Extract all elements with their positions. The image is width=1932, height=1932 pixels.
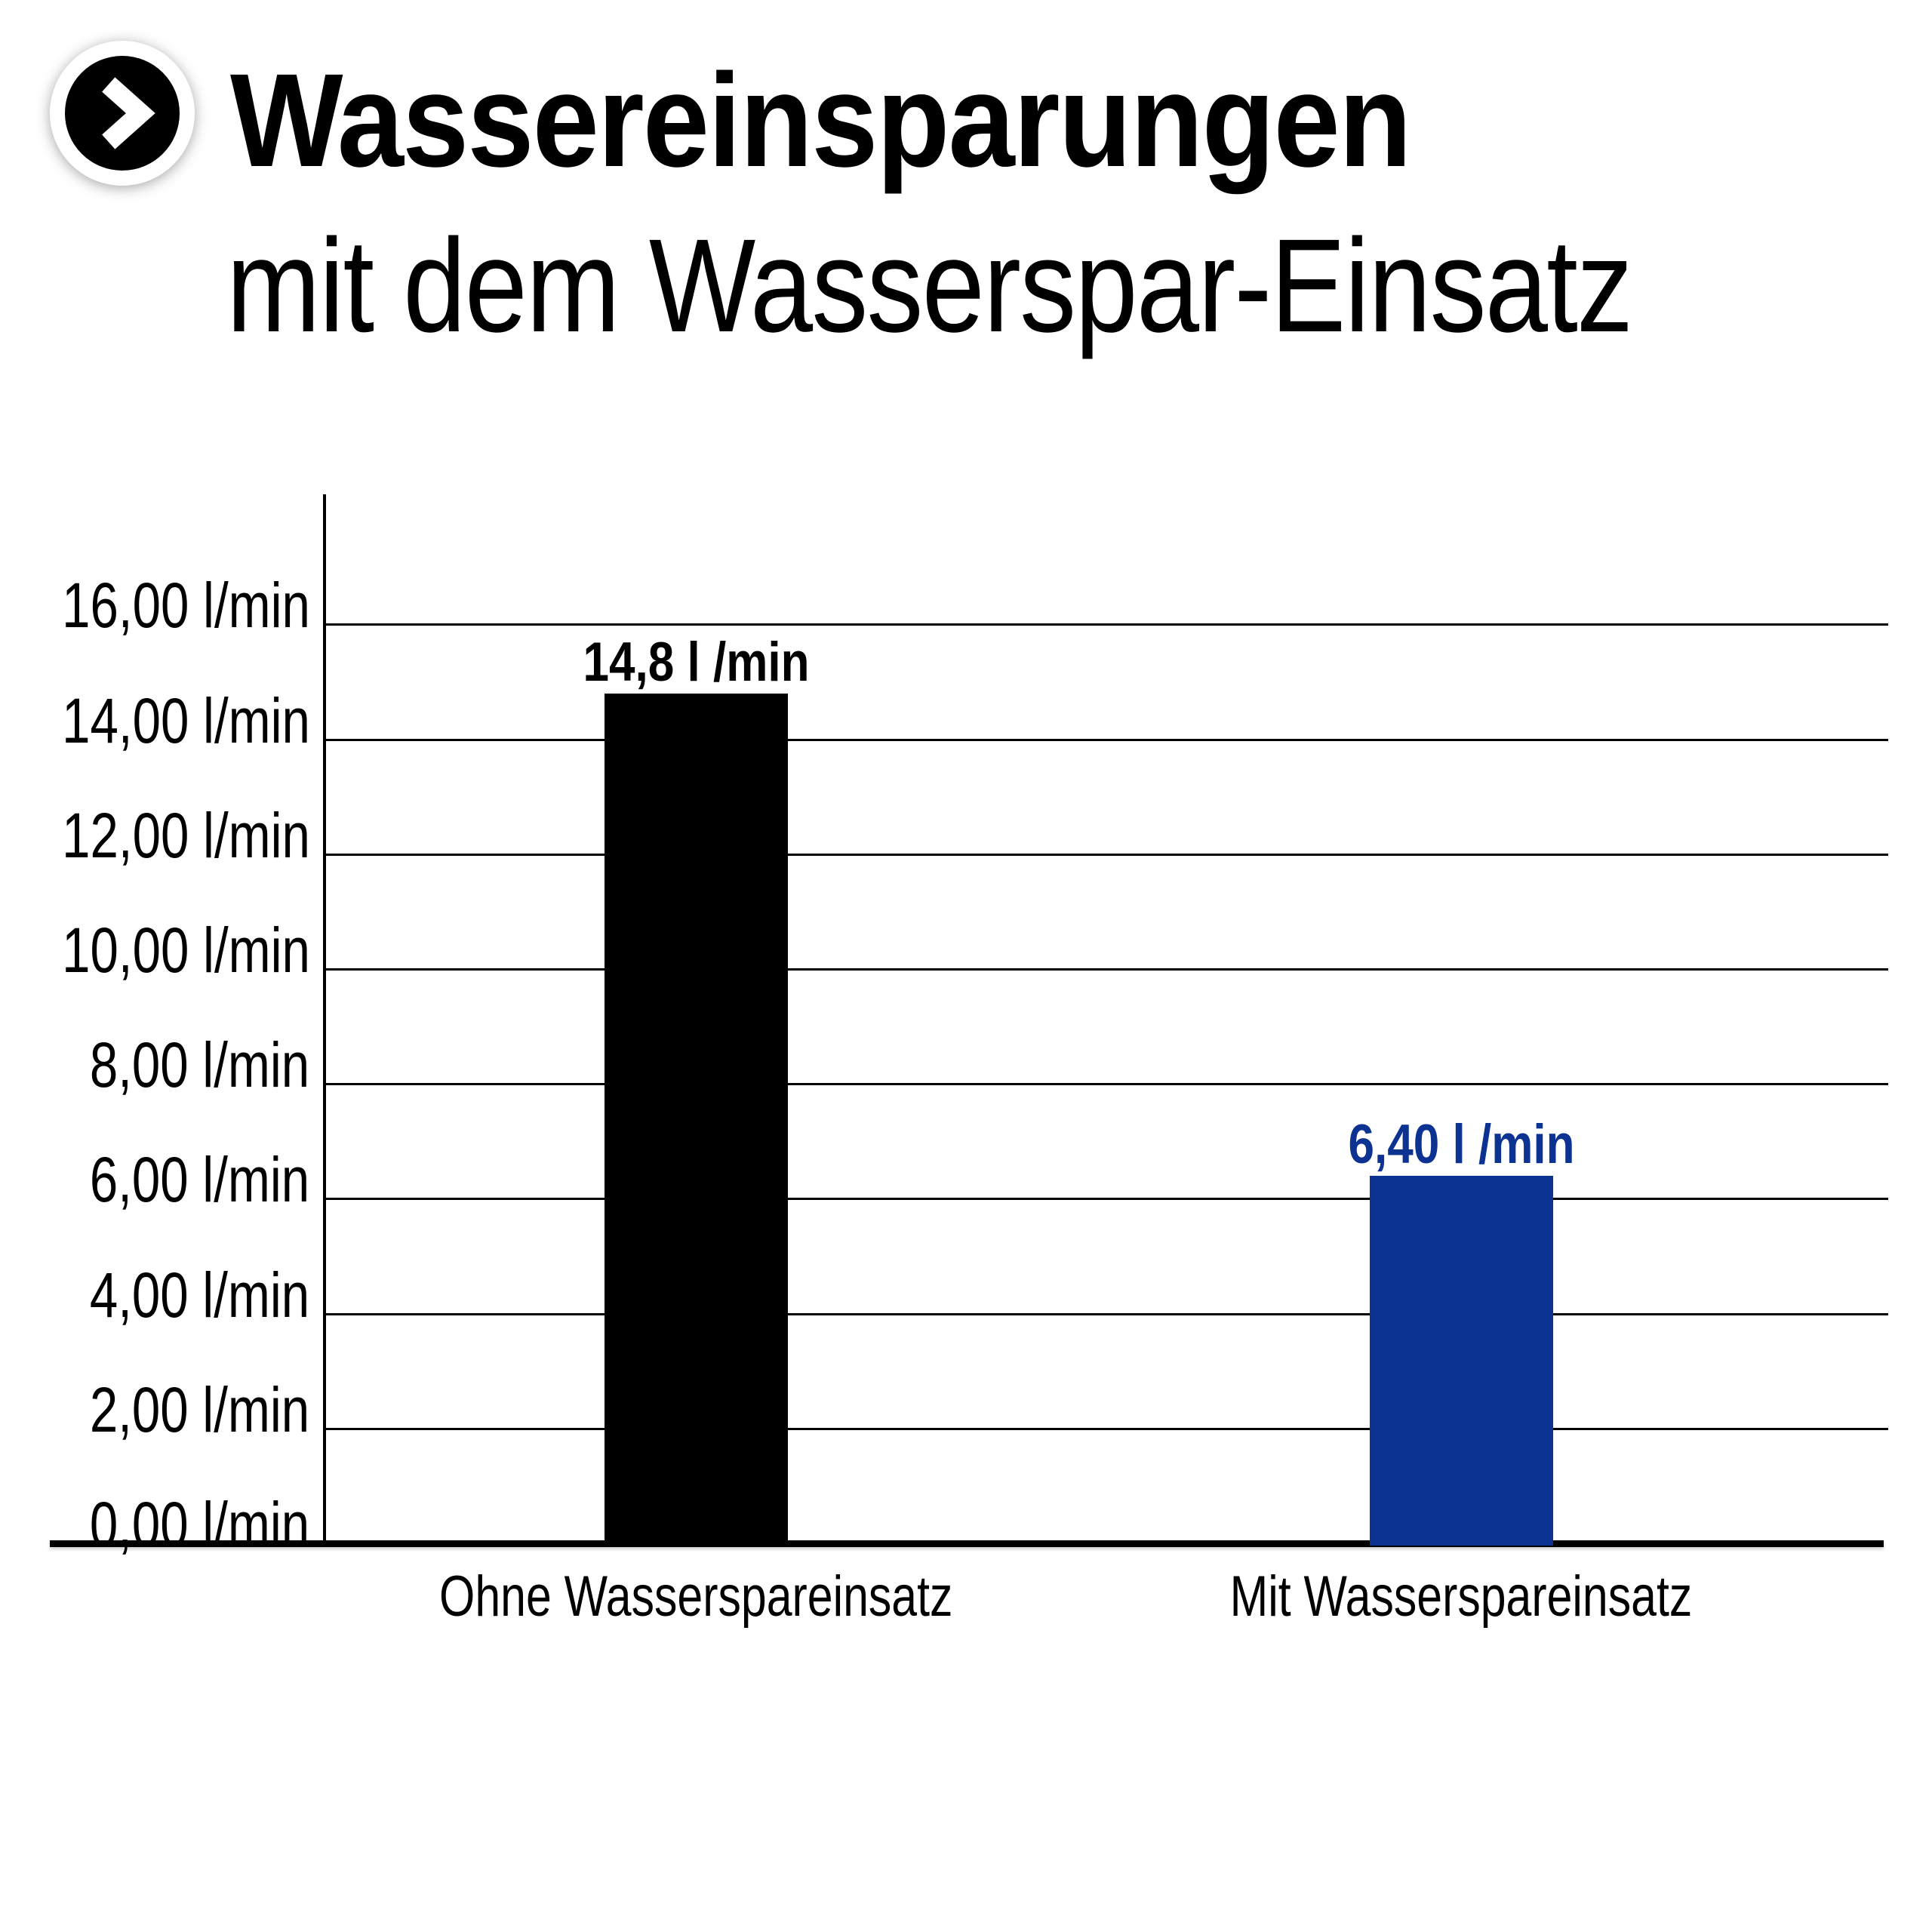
x-axis-line xyxy=(50,1540,1884,1547)
y-tick-label-2: 2,00 l/min xyxy=(0,1378,309,1443)
y-tick-label-10: 10,00 l/min xyxy=(0,915,310,986)
gridline-2 xyxy=(325,1427,1888,1430)
y-tick-label-12-text: 12,00 l/min xyxy=(62,799,310,871)
y-tick-label-12: 12,00 l/min xyxy=(0,799,310,871)
bar-value-label-ohne-wasserspareinsatz: 14,8 l /min xyxy=(432,635,960,690)
chevron-right-circle-icon xyxy=(50,41,195,186)
x-category-label-mit-wasserspareinsatz: Mit Wasserspareinsatz xyxy=(1121,1568,1801,1626)
x-category-label-ohne-wasserspareinsatz-text: Ohne Wasserspareinsatz xyxy=(438,1564,953,1629)
icon-black-disc xyxy=(65,56,180,171)
gridline-10 xyxy=(325,968,1888,971)
y-tick-label-14: 14,00 l/min xyxy=(0,685,310,756)
gridline-6 xyxy=(325,1198,1888,1201)
page-title: Wassereinsparungen xyxy=(230,47,1412,195)
y-tick-label-16-text: 16,00 l/min xyxy=(62,570,310,641)
gridline-16 xyxy=(325,623,1888,626)
page-subtitle: mit dem Wasserspar-Einsatz xyxy=(226,212,1633,360)
x-category-label-mit-wasserspareinsatz-text: Mit Wasserspareinsatz xyxy=(1229,1564,1693,1629)
y-tick-label-4: 4,00 l/min xyxy=(0,1263,309,1328)
bar-value-label-ohne-wasserspareinsatz-text: 14,8 l /min xyxy=(582,631,810,693)
y-tick-label-8: 8,00 l/min xyxy=(0,1033,309,1098)
gridline-14 xyxy=(325,738,1888,741)
gridline-12 xyxy=(325,853,1888,856)
chevron-right-icon xyxy=(102,77,155,149)
gridline-4 xyxy=(325,1312,1888,1315)
y-tick-label-2-text: 2,00 l/min xyxy=(89,1374,309,1445)
y-tick-label-4-text: 4,00 l/min xyxy=(89,1259,309,1331)
bar-value-label-mit-wasserspareinsatz-text: 6,40 l /min xyxy=(1347,1113,1575,1175)
bar-ohne-wasserspareinsatz xyxy=(604,693,788,1546)
y-tick-label-6-text: 6,00 l/min xyxy=(89,1144,309,1216)
y-tick-label-16: 16,00 l/min xyxy=(0,570,310,641)
x-category-label-ohne-wasserspareinsatz: Ohne Wasserspareinsatz xyxy=(356,1568,1035,1626)
y-tick-label-14-text: 14,00 l/min xyxy=(62,685,310,756)
bar-value-label-mit-wasserspareinsatz: 6,40 l /min xyxy=(1197,1117,1725,1172)
bar-mit-wasserspareinsatz xyxy=(1369,1175,1553,1546)
gridline-8 xyxy=(325,1083,1888,1086)
y-tick-label-8-text: 8,00 l/min xyxy=(89,1029,309,1101)
y-tick-label-0: 0,00 l/min xyxy=(0,1493,309,1558)
y-tick-label-10-text: 10,00 l/min xyxy=(62,915,310,986)
y-tick-label-6: 6,00 l/min xyxy=(0,1148,309,1213)
y-axis-line xyxy=(323,494,326,1543)
